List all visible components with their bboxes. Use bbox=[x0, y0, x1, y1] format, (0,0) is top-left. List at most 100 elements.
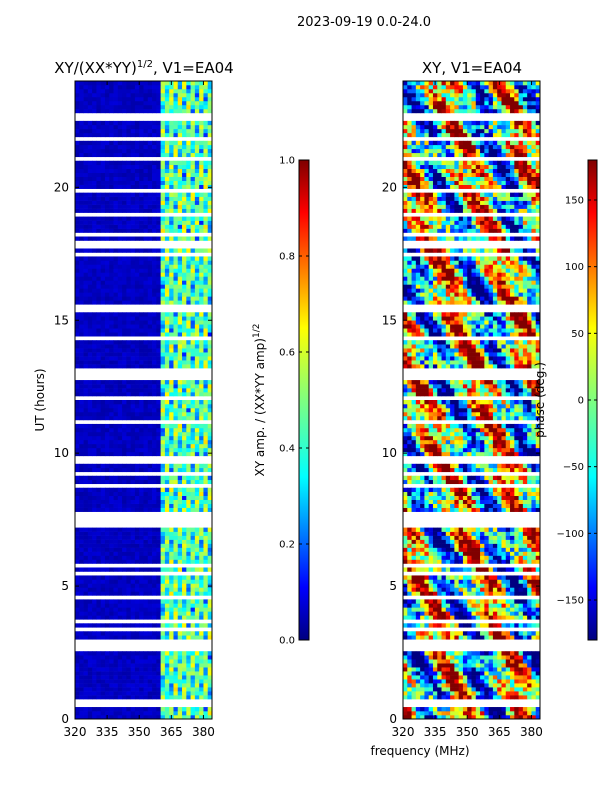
heatmap-cell bbox=[143, 400, 149, 405]
heatmap-cell bbox=[75, 380, 80, 385]
heatmap-cell bbox=[471, 587, 477, 592]
heatmap-cell bbox=[420, 603, 425, 608]
heatmap-cell bbox=[139, 591, 144, 596]
heatmap-cell bbox=[160, 435, 166, 441]
heatmap-cell bbox=[79, 292, 84, 297]
heatmap-cell bbox=[199, 623, 204, 628]
heatmap-cell bbox=[518, 567, 524, 572]
heatmap-cell bbox=[505, 695, 511, 700]
heatmap-cell bbox=[104, 495, 110, 500]
heatmap-cell bbox=[96, 140, 102, 146]
heatmap-cell bbox=[492, 591, 498, 596]
heatmap-cell bbox=[510, 671, 515, 676]
heatmap-cell bbox=[143, 567, 149, 572]
heatmap-cell bbox=[177, 667, 183, 672]
heatmap-cell bbox=[109, 607, 114, 612]
heatmap-cell bbox=[117, 260, 123, 265]
heatmap-cell bbox=[501, 711, 507, 716]
heatmap-cell bbox=[177, 172, 183, 177]
heatmap-cell bbox=[130, 451, 136, 457]
heatmap-cell bbox=[173, 320, 179, 325]
heatmap-cell bbox=[190, 711, 196, 716]
heatmap-cell bbox=[403, 591, 408, 596]
heatmap-cell bbox=[199, 236, 204, 241]
heatmap-cell bbox=[505, 611, 511, 616]
heatmap-cell bbox=[79, 360, 84, 365]
heatmap-cell bbox=[117, 431, 123, 437]
heatmap-cell bbox=[126, 360, 132, 365]
heatmap-cell bbox=[122, 599, 127, 604]
heatmap-cell bbox=[207, 184, 212, 189]
heatmap-cell bbox=[156, 284, 162, 289]
heatmap-cell bbox=[450, 659, 455, 664]
heatmap-cell bbox=[156, 344, 162, 349]
heatmap-cell bbox=[462, 559, 468, 564]
heatmap-cell bbox=[83, 224, 89, 229]
heatmap-cell bbox=[169, 184, 174, 189]
heatmap-cell bbox=[100, 527, 106, 532]
heatmap-cell bbox=[164, 316, 170, 321]
heatmap-cell bbox=[177, 184, 183, 189]
heatmap-cell bbox=[182, 539, 187, 544]
heatmap-cell bbox=[186, 280, 191, 285]
heatmap-cell bbox=[113, 567, 119, 572]
heatmap-cell bbox=[497, 615, 502, 620]
heatmap-cell bbox=[130, 400, 136, 405]
heatmap-cell bbox=[147, 603, 153, 608]
heatmap-cell bbox=[522, 567, 528, 572]
heatmap-cell bbox=[160, 344, 166, 349]
heatmap-cell bbox=[75, 360, 80, 365]
heatmap-cell bbox=[497, 623, 502, 628]
heatmap-cell bbox=[79, 196, 84, 201]
heatmap-cell bbox=[505, 651, 511, 656]
heatmap-cell bbox=[139, 535, 144, 540]
heatmap-cell bbox=[117, 415, 123, 421]
heatmap-cell bbox=[177, 411, 183, 417]
heatmap-cell bbox=[109, 352, 114, 357]
heatmap-cell bbox=[122, 264, 127, 269]
heatmap-cell bbox=[535, 687, 540, 692]
heatmap-cell bbox=[194, 715, 200, 719]
heatmap-cell bbox=[492, 603, 498, 608]
heatmap-cell bbox=[100, 128, 106, 134]
heatmap-cell bbox=[173, 236, 179, 241]
heatmap-cell bbox=[126, 667, 132, 672]
heatmap-cell bbox=[113, 284, 119, 289]
heatmap-cell bbox=[156, 403, 162, 409]
heatmap-cell bbox=[497, 651, 502, 656]
heatmap-cell bbox=[510, 715, 515, 719]
heatmap-cell bbox=[169, 623, 174, 628]
heatmap-cell bbox=[92, 272, 97, 277]
heatmap-cell bbox=[100, 356, 106, 361]
heatmap-cell bbox=[79, 687, 84, 692]
heatmap-cell bbox=[182, 276, 187, 281]
heatmap-cell bbox=[92, 392, 97, 397]
heatmap-cell bbox=[407, 667, 412, 672]
heatmap-cell bbox=[475, 607, 481, 612]
heatmap-cell bbox=[445, 615, 451, 620]
heatmap-cell bbox=[169, 507, 174, 512]
heatmap-cell bbox=[522, 711, 528, 716]
heatmap-cell bbox=[411, 591, 417, 596]
heatmap-cell bbox=[143, 120, 149, 126]
heatmap-cell bbox=[113, 499, 119, 504]
heatmap-cell bbox=[100, 228, 106, 233]
heatmap-cell bbox=[522, 687, 528, 692]
heatmap-cell bbox=[518, 659, 524, 664]
heatmap-cell bbox=[87, 467, 93, 473]
heatmap-cell bbox=[96, 324, 102, 329]
heatmap-cell bbox=[173, 507, 179, 512]
heatmap-cell bbox=[207, 172, 212, 177]
heatmap-cell bbox=[501, 707, 507, 712]
heatmap-cell bbox=[475, 655, 481, 660]
heatmap-cell bbox=[126, 439, 132, 445]
heatmap-cell bbox=[203, 196, 209, 201]
heatmap-cell bbox=[100, 575, 106, 580]
heatmap-cell bbox=[458, 667, 464, 672]
heatmap-cell bbox=[122, 292, 127, 297]
heatmap-cell bbox=[147, 164, 153, 170]
heatmap-cell bbox=[100, 531, 106, 536]
heatmap-cell bbox=[403, 631, 408, 636]
heatmap-cell bbox=[104, 224, 110, 229]
heatmap-cell bbox=[194, 667, 200, 672]
